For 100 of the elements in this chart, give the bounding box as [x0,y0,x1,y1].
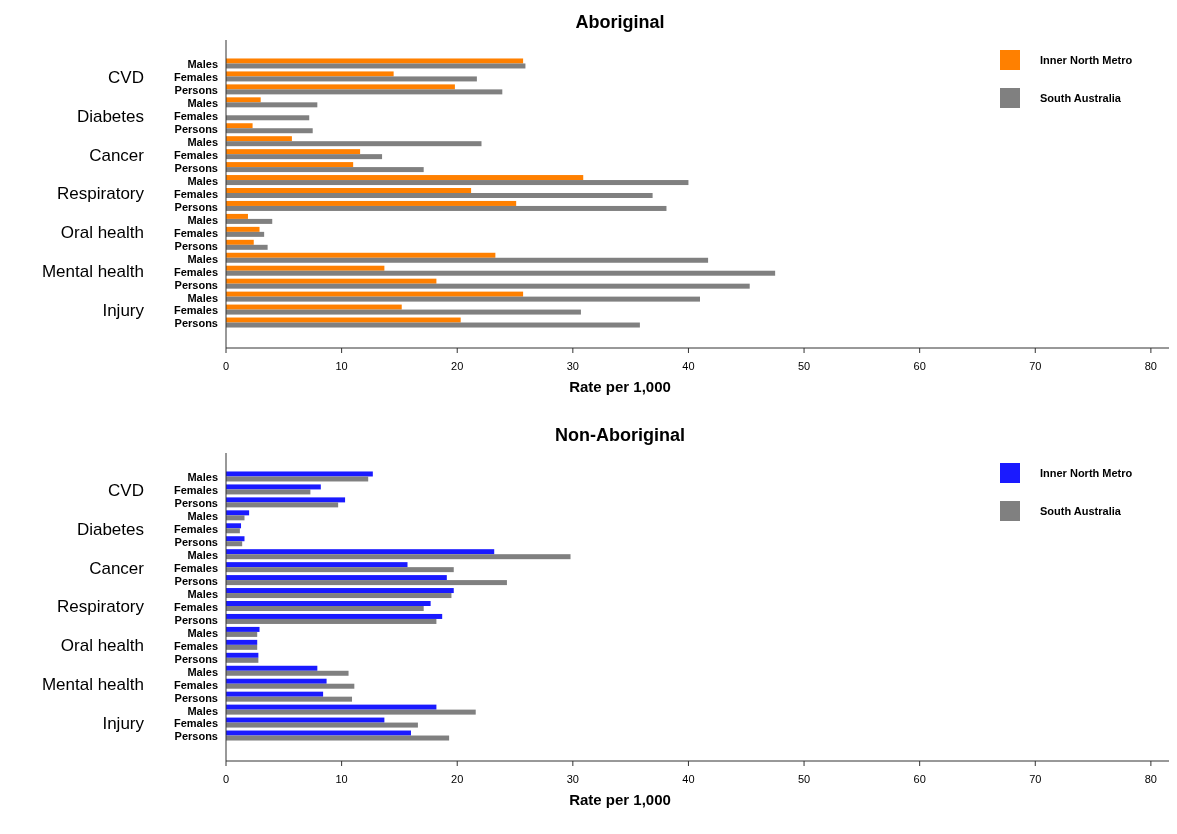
y-tick-label: Persons [174,162,218,174]
bar [226,252,496,258]
y-tick-label: Persons [174,536,218,549]
y-tick-label: Females [173,678,218,691]
bar [226,154,383,160]
chart-title: Aboriginal [575,12,665,32]
bar [226,523,242,529]
bar [226,696,353,702]
y-tick-label: Males [187,252,218,265]
bar [226,613,443,619]
text: CVD [108,480,144,500]
bar [226,471,373,477]
bar [226,665,318,671]
bar [226,296,700,302]
bar [226,567,454,573]
text: Respiratory [57,597,145,617]
x-tick-label: 80 [1144,360,1157,372]
bar [226,239,254,245]
y-tick-label: Males [187,58,218,71]
bar [226,304,402,310]
bar [226,123,253,129]
text: Diabetes [76,519,144,539]
bar [226,575,447,581]
bar [226,115,310,121]
text: Diabetes [76,106,144,126]
bar [226,554,571,560]
x-tick-label: 20 [451,773,464,785]
y-tick-label: Females [173,639,218,652]
y-tick-label: Persons [174,652,218,665]
y-tick-label: Males [187,471,218,484]
bar [226,497,346,503]
bar [226,549,495,555]
bar [226,704,437,710]
bar [226,644,258,650]
bar [226,618,437,624]
y-tick-label: Females [173,562,218,575]
y-tick-label: Females [173,265,218,278]
bar [226,626,260,632]
x-tick-label: 60 [913,773,926,785]
bar [226,291,524,297]
bar [226,601,431,606]
bar [226,536,245,542]
x-tick-label: 70 [1029,773,1042,785]
y-tick-label: Males [187,626,218,639]
bar [226,652,259,658]
bar [226,309,581,315]
bar [226,141,482,147]
bar [226,722,418,728]
bar [226,593,452,599]
bar [226,270,776,276]
y-tick-label: Persons [174,730,218,743]
legend-label: Inner North Metro [1040,466,1133,479]
y-tick-label: Females [173,304,218,317]
bar [226,562,408,568]
y-tick-label: Males [187,549,218,562]
bar [226,89,503,95]
text: Respiratory [57,184,145,204]
bar [226,63,526,69]
x-axis-title: Rate per 1,000 [569,791,671,808]
text: Oral health [60,223,144,243]
bar [226,670,349,676]
bar [226,730,411,736]
y-tick-label: Persons [174,239,218,252]
text: Injury [102,714,145,734]
bar [226,489,311,495]
bar [226,58,524,64]
text: Cancer [89,145,145,165]
y-tick-label: Males [187,291,218,304]
bar [226,717,385,723]
y-tick-label: Females [173,187,218,200]
y-tick-label: Males [187,174,218,187]
y-tick-label: Males [187,136,218,149]
x-tick-label: 0 [222,360,230,372]
text: Mental health [41,675,144,695]
x-tick-label: 10 [335,773,348,785]
x-tick-label: 40 [682,773,695,785]
y-tick-label: Females [173,110,218,123]
bar [226,588,454,594]
text: CVD [108,67,144,87]
y-tick-label: Males [187,704,218,717]
x-axis-title: Rate per 1,000 [569,378,671,395]
bar [226,136,292,142]
y-tick-label: Males [187,97,218,110]
bar [226,97,261,103]
y-tick-label: Persons [174,278,218,291]
y-tick-label: Persons [174,317,218,330]
x-tick-label: 10 [335,360,348,372]
x-tick-label: 50 [797,360,811,372]
bar [226,84,455,90]
bar [226,322,640,328]
chart-title: Non-Aboriginal [555,425,685,445]
bar [226,244,268,250]
bar [226,580,507,586]
bar [226,639,258,645]
bar [226,631,258,637]
x-tick-label: 50 [797,773,811,785]
bar [226,71,394,77]
bar [226,180,689,186]
bar [226,606,424,611]
y-tick-label: Persons [174,613,218,626]
